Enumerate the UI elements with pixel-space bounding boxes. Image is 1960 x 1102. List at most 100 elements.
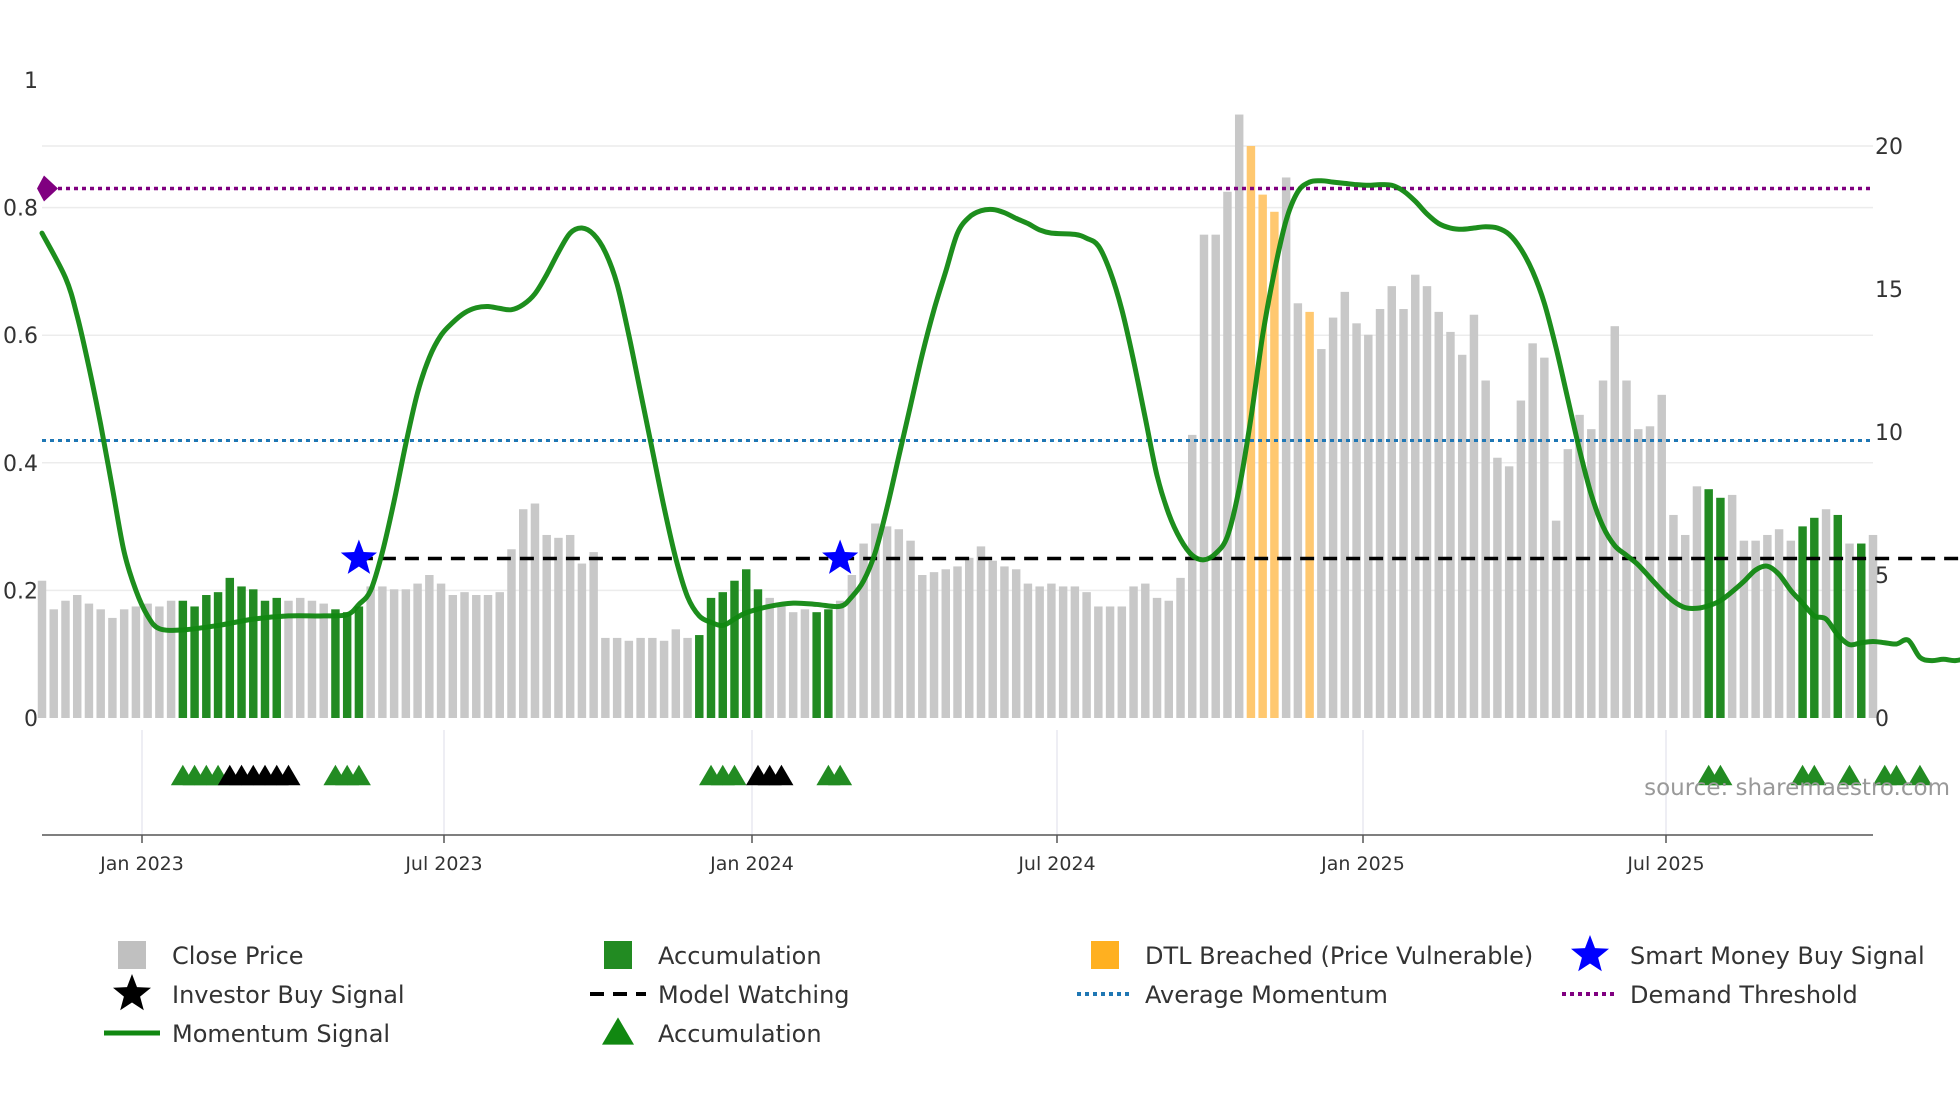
close-price-bar <box>1657 394 1666 718</box>
signal-markers <box>170 764 1932 786</box>
close-price-bar <box>1000 566 1009 718</box>
accumulation-bar <box>1857 543 1866 718</box>
close-price-bar <box>413 583 422 718</box>
close-price-bar <box>1011 569 1021 718</box>
close-price-bar <box>565 534 575 718</box>
accumulation-bar <box>260 600 270 718</box>
accumulation-bar <box>272 597 281 718</box>
close-price-bar <box>84 603 94 718</box>
close-price-bar <box>941 569 950 718</box>
y-left-tick-label: 0.6 <box>3 324 38 349</box>
chart-axes: Jan 2023 Jul 2023 Jan 2024 Jul 2024 Jan 2025… <box>3 69 1903 875</box>
x-tick-label: Jul 2025 <box>1626 853 1704 875</box>
close-price-bar <box>425 575 434 718</box>
close-price-bar <box>1481 380 1490 718</box>
close-price-bar <box>448 595 458 718</box>
close-price-bar <box>131 606 141 718</box>
close-price-bar <box>1457 354 1467 718</box>
chart-legend: Close Price Accumulation DTL Breached (Pri… <box>104 935 1925 1048</box>
y-left-tick-label: 0 <box>24 707 38 732</box>
source-label: source: sharemaestro.com <box>1644 775 1950 801</box>
close-price-bar <box>1610 326 1620 718</box>
close-price-bar <box>1058 586 1068 718</box>
accumulation-bar <box>354 606 364 718</box>
y-right-tick-label: 0 <box>1875 707 1889 732</box>
y-right-tick-label: 15 <box>1875 278 1903 303</box>
close-price-bar <box>777 606 786 718</box>
close-price-bar <box>61 600 70 718</box>
legend-label: Investor Buy Signal <box>172 981 405 1009</box>
close-price-bar <box>1493 457 1502 718</box>
close-price-bar <box>1446 331 1455 718</box>
legend-entry: Accumulation <box>602 1017 822 1048</box>
close-price-bar <box>1047 583 1056 718</box>
close-price-bar <box>1727 494 1737 718</box>
close-price-bar <box>589 552 598 718</box>
close-price-bar <box>577 563 587 718</box>
close-price-bar <box>683 637 692 718</box>
legend-entry: Accumulation <box>604 941 822 970</box>
close-price-bar <box>788 612 798 718</box>
y-right-tick-label: 5 <box>1875 564 1889 589</box>
close-price-bar <box>518 509 528 718</box>
close-price-bar <box>96 609 105 718</box>
accumulation-bar <box>695 635 704 718</box>
close-price-bar <box>1587 429 1596 718</box>
legend-entry: Smart Money Buy Signal <box>1571 935 1925 972</box>
close-price-bar <box>1763 534 1772 718</box>
close-price-bar <box>319 603 328 718</box>
legend-star-icon <box>1571 935 1609 972</box>
y-left-tick-label: 0.8 <box>3 197 38 222</box>
close-price-bar <box>1504 466 1514 718</box>
close-price-bar <box>1070 586 1080 718</box>
close-price-bar <box>1023 583 1033 718</box>
legend-star-icon <box>113 974 151 1011</box>
accumulation-bar <box>1798 526 1807 718</box>
threshold-lines <box>37 175 1960 561</box>
accumulation-bar <box>742 569 751 718</box>
close-price-bar <box>483 595 493 718</box>
legend-label: Close Price <box>172 942 304 970</box>
legend-label: Average Momentum <box>1145 981 1388 1009</box>
y-left-tick-label: 0.2 <box>3 579 38 604</box>
x-tick-label: Jan 2024 <box>709 853 794 875</box>
close-price-bar <box>871 523 880 718</box>
close-price-bar <box>1152 597 1162 718</box>
legend-entry: Momentum Signal <box>104 1020 390 1048</box>
close-price-bar <box>119 609 129 718</box>
close-price-bar <box>1680 534 1690 718</box>
close-price-bar <box>1035 586 1044 718</box>
close-price-bar <box>847 575 857 718</box>
close-price-bar <box>1411 274 1420 718</box>
smart-money-buy-signal <box>340 539 377 574</box>
close-price-bar <box>1540 357 1549 718</box>
chart-grid <box>42 145 1873 835</box>
legend-label: DTL Breached (Price Vulnerable) <box>1145 942 1533 970</box>
close-price-bar <box>495 592 504 718</box>
close-price-bar <box>143 603 152 718</box>
accumulation-triangle <box>828 764 853 786</box>
accumulation-bar <box>237 586 246 718</box>
close-price-bar <box>37 580 47 718</box>
close-price-bar <box>1598 380 1608 718</box>
y-left-tick-label: 1 <box>24 69 38 94</box>
close-price-bar <box>918 575 927 718</box>
close-price-bar <box>1422 286 1432 718</box>
close-price-bar <box>1774 529 1784 718</box>
dtl-breached-bar <box>1258 194 1267 718</box>
legend-label: Momentum Signal <box>172 1020 390 1048</box>
close-price-bar <box>1469 314 1479 718</box>
close-price-bar <box>1188 434 1197 718</box>
accumulation-triangle <box>1708 764 1733 786</box>
legend-swatch <box>1091 941 1119 969</box>
accumulation-bar <box>342 612 352 718</box>
close-price-bar <box>1821 509 1831 718</box>
close-price-bar <box>1563 449 1573 718</box>
close-price-bar <box>835 600 845 718</box>
close-price-bar <box>1551 520 1561 718</box>
accumulation-bar <box>213 592 223 718</box>
legend-label: Accumulation <box>658 942 822 970</box>
close-price-bar <box>507 549 516 718</box>
close-price-bar <box>72 595 82 718</box>
